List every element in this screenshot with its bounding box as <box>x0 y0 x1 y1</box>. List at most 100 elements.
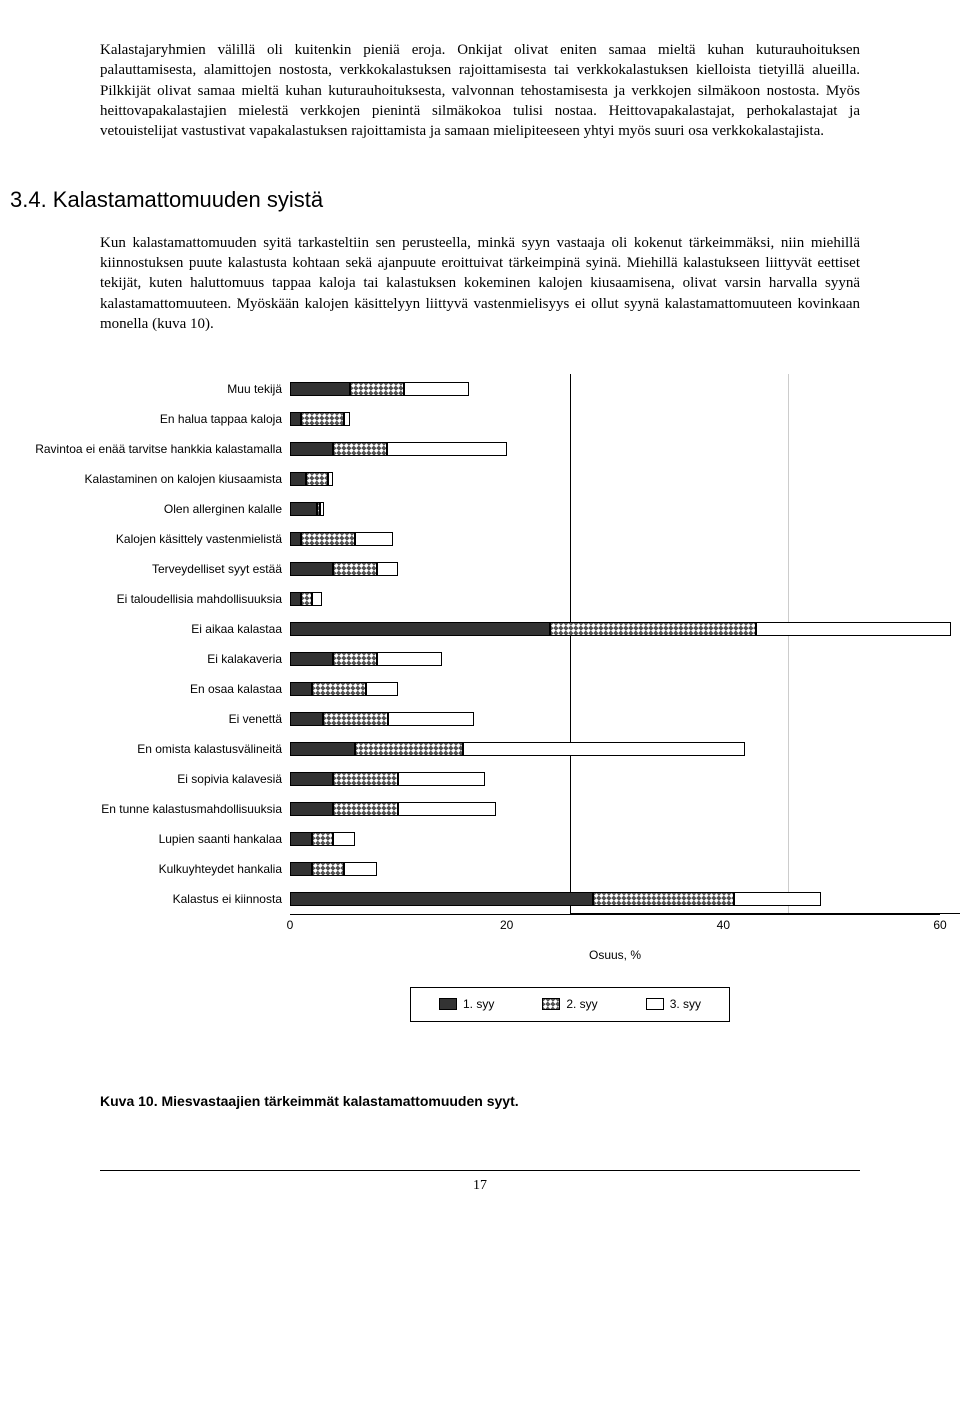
bar-segment <box>290 592 301 606</box>
bar-segment <box>377 562 399 576</box>
chart-row: Kulkuyhteydet hankalia <box>10 854 940 884</box>
chart-category-label: Olen allerginen kalalle <box>10 501 290 517</box>
chart-bar-group <box>290 584 940 614</box>
chart-bar-group <box>290 824 940 854</box>
bar-segment <box>320 502 323 516</box>
chart-category-label: Ei taloudellisia mahdollisuuksia <box>10 591 290 607</box>
axis-tick-label: 60 <box>933 917 946 933</box>
chart-bar-group <box>290 434 940 464</box>
chart-bar-group <box>290 644 940 674</box>
bar-segment <box>734 892 821 906</box>
chart-row: Ei sopivia kalavesiä <box>10 764 940 794</box>
chart-bar-group <box>290 854 940 884</box>
chart-bar-group <box>290 374 940 404</box>
chart-bar-group <box>290 464 940 494</box>
bar-segment <box>290 892 593 906</box>
chart-row: Ravintoa ei enää tarvitse hankkia kalast… <box>10 434 940 464</box>
bar-segment <box>355 742 463 756</box>
legend-label: 2. syy <box>566 996 597 1012</box>
axis-tick-label: 0 <box>287 917 294 933</box>
legend-item-3: 3. syy <box>646 996 701 1012</box>
bar-segment <box>323 712 388 726</box>
chart-row: En osaa kalastaa <box>10 674 940 704</box>
legend-swatch-icon <box>439 998 457 1010</box>
chart-bar-group <box>290 704 940 734</box>
chart-row: Ei aikaa kalastaa <box>10 614 940 644</box>
bar-segment <box>312 862 345 876</box>
bar-segment <box>312 682 366 696</box>
chart-x-axis-title: Osuus, % <box>290 947 940 963</box>
chart-rows-container: Muu tekijä En halua tappaa kaloja Ravintoa… <box>10 374 940 915</box>
chart-x-axis: 0204060 <box>290 915 940 933</box>
chart-row: Kalastaminen on kalojen kiusaamista <box>10 464 940 494</box>
chart-category-label: Muu tekijä <box>10 381 290 397</box>
chart-row: En omista kalastusvälineitä <box>10 734 940 764</box>
body-paragraph-1: Kalastajaryhmien välillä oli kuitenkin p… <box>100 40 860 141</box>
chart-row: Kalojen käsittely vastenmielistä <box>10 524 940 554</box>
bar-segment <box>463 742 745 756</box>
chart-bar-group <box>290 554 940 584</box>
bar-segment <box>301 412 344 426</box>
chart-kuva-10: Muu tekijä En halua tappaa kaloja Ravintoa… <box>10 374 940 1021</box>
chart-category-label: Kulkuyhteydet hankalia <box>10 861 290 877</box>
bar-segment <box>404 382 469 396</box>
figure-caption: Kuva 10. Miesvastaajien tärkeimmät kalas… <box>100 1092 860 1111</box>
bar-segment <box>756 622 951 636</box>
legend-item-1: 1. syy <box>439 996 494 1012</box>
chart-row: Muu tekijä <box>10 374 940 404</box>
bar-segment <box>290 472 306 486</box>
bar-segment <box>387 442 506 456</box>
chart-category-label: En halua tappaa kaloja <box>10 411 290 427</box>
chart-row: Terveydelliset syyt estää <box>10 554 940 584</box>
bar-segment <box>290 802 333 816</box>
section-heading: 3.4. Kalastamattomuuden syistä <box>10 185 860 215</box>
bar-segment <box>290 832 312 846</box>
bar-segment <box>333 652 376 666</box>
bar-segment <box>290 502 317 516</box>
bar-segment <box>301 592 312 606</box>
chart-bar-group <box>290 884 940 914</box>
chart-category-label: Ei aikaa kalastaa <box>10 621 290 637</box>
bar-segment <box>366 682 399 696</box>
legend-swatch-icon <box>646 998 664 1010</box>
legend-swatch-icon <box>542 998 560 1010</box>
chart-row: En tunne kalastusmahdollisuuksia <box>10 794 940 824</box>
bar-segment <box>333 832 355 846</box>
chart-category-label: Ei venettä <box>10 711 290 727</box>
chart-category-label: En tunne kalastusmahdollisuuksia <box>10 801 290 817</box>
chart-bar-group <box>290 674 940 704</box>
legend-label: 3. syy <box>670 996 701 1012</box>
bar-segment <box>333 562 376 576</box>
bar-segment <box>350 382 404 396</box>
chart-category-label: Ei sopivia kalavesiä <box>10 771 290 787</box>
chart-category-label: Lupien saanti hankalaa <box>10 831 290 847</box>
bar-segment <box>593 892 734 906</box>
axis-tick-label: 40 <box>717 917 730 933</box>
chart-category-label: Ei kalakaveria <box>10 651 290 667</box>
bar-segment <box>306 472 328 486</box>
chart-bar-group <box>290 614 940 644</box>
bar-segment <box>333 802 398 816</box>
bar-segment <box>355 532 393 546</box>
chart-category-label: En osaa kalastaa <box>10 681 290 697</box>
bar-segment <box>312 592 323 606</box>
bar-segment <box>388 712 475 726</box>
bar-segment <box>550 622 756 636</box>
bar-segment <box>333 772 398 786</box>
chart-row: Lupien saanti hankalaa <box>10 824 940 854</box>
bar-segment <box>398 802 496 816</box>
page-number: 17 <box>100 1177 860 1196</box>
bar-segment <box>344 412 349 426</box>
chart-bar-group <box>290 734 940 764</box>
body-paragraph-2: Kun kalastamattomuuden syitä tarkastelti… <box>100 233 860 334</box>
bar-segment <box>328 472 333 486</box>
chart-row: Ei kalakaveria <box>10 644 940 674</box>
chart-bar-group <box>290 794 940 824</box>
chart-category-label: Ravintoa ei enää tarvitse hankkia kalast… <box>10 441 290 457</box>
bar-segment <box>377 652 442 666</box>
chart-bar-group <box>290 524 940 554</box>
chart-category-label: Kalastaminen on kalojen kiusaamista <box>10 471 290 487</box>
legend-item-2: 2. syy <box>542 996 597 1012</box>
chart-row: Ei taloudellisia mahdollisuuksia <box>10 584 940 614</box>
bar-segment <box>290 562 333 576</box>
